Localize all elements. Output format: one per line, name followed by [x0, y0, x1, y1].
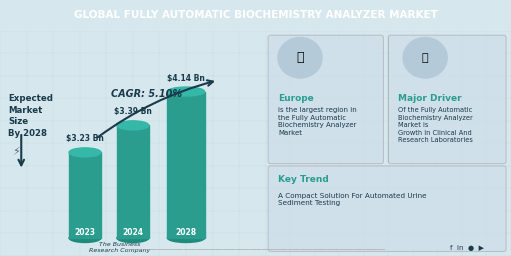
Text: A Compact Solution For Automated Urine
Sediment Testing: A Compact Solution For Automated Urine S… [278, 193, 427, 206]
Text: is the largest region in
the Fully Automatic
Biochemistry Analyzer
Market: is the largest region in the Fully Autom… [278, 107, 357, 136]
Text: $4.14 Bn: $4.14 Bn [167, 73, 205, 82]
Ellipse shape [69, 148, 101, 157]
Ellipse shape [168, 87, 204, 96]
Bar [117, 125, 149, 238]
Ellipse shape [117, 121, 149, 130]
Text: 💰: 💰 [422, 53, 428, 63]
Ellipse shape [168, 233, 204, 242]
Text: Key Trend: Key Trend [278, 175, 329, 184]
Text: 🌍: 🌍 [296, 51, 304, 64]
Text: Europe: Europe [278, 94, 314, 103]
Ellipse shape [117, 233, 149, 242]
Bar [168, 92, 204, 238]
Text: $3.39 Bn: $3.39 Bn [114, 107, 152, 116]
Text: The Business
Research Company: The Business Research Company [89, 242, 150, 253]
FancyBboxPatch shape [268, 166, 506, 251]
Text: $3.23 Bn: $3.23 Bn [66, 134, 104, 143]
FancyBboxPatch shape [268, 35, 383, 164]
FancyBboxPatch shape [388, 35, 506, 164]
Text: ────────────────────────────────────────────────────────────────────────────────: ────────────────────────────────────────… [126, 248, 385, 253]
Text: 2023: 2023 [75, 228, 96, 237]
Text: Major Driver: Major Driver [398, 94, 462, 103]
Ellipse shape [69, 233, 101, 242]
Circle shape [278, 37, 322, 78]
Text: CAGR: 5.10%: CAGR: 5.10% [110, 89, 182, 99]
Text: ⚡: ⚡ [12, 147, 20, 157]
Text: Expected
Market
Size
By 2028: Expected Market Size By 2028 [8, 94, 53, 138]
Text: f  in  ●  ▶: f in ● ▶ [450, 246, 484, 251]
Bar [69, 152, 101, 238]
Text: GLOBAL FULLY AUTOMATIC BIOCHEMISTRY ANALYZER MARKET: GLOBAL FULLY AUTOMATIC BIOCHEMISTRY ANAL… [74, 10, 437, 20]
Text: Of the Fully Automatic
Biochemistry Analyzer
Market is
Growth In Clinical And
Re: Of the Fully Automatic Biochemistry Anal… [398, 107, 473, 143]
Text: 2024: 2024 [122, 228, 144, 237]
Circle shape [403, 37, 447, 78]
Text: 2028: 2028 [175, 228, 197, 237]
